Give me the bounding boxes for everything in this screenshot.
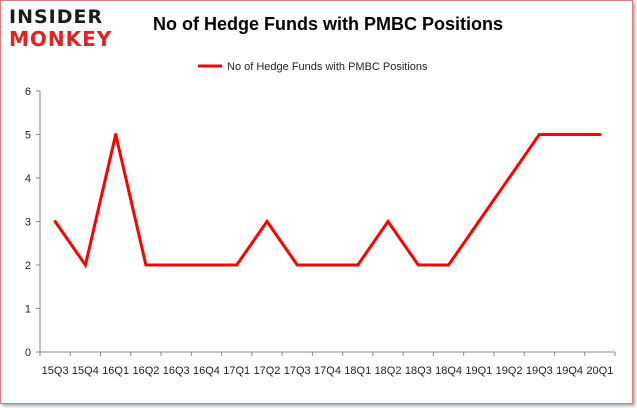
data-point xyxy=(265,220,269,223)
data-point xyxy=(83,263,87,267)
x-tick-label: 16Q3 xyxy=(163,365,190,377)
x-tick-label: 15Q3 xyxy=(42,365,69,377)
x-tick-label: 17Q2 xyxy=(254,365,281,377)
data-point xyxy=(174,263,178,267)
data-point xyxy=(356,263,360,267)
y-tick-label: 5 xyxy=(25,130,31,142)
x-tick-label: 19Q2 xyxy=(496,365,523,377)
data-point xyxy=(447,263,451,267)
x-tick-label: 18Q2 xyxy=(375,365,402,377)
x-tick-label: 19Q3 xyxy=(526,365,553,377)
x-tick-label: 17Q4 xyxy=(314,365,341,377)
y-axis-ticks: 0 1 2 3 4 5 6 xyxy=(25,86,40,359)
y-tick-label: 2 xyxy=(25,260,31,272)
x-tick-label: 17Q3 xyxy=(284,365,311,377)
insider-monkey-logo: INSIDER MONKEY xyxy=(9,6,119,56)
logo-word-insider: INSIDER xyxy=(9,6,104,28)
x-tick-label: 18Q3 xyxy=(405,365,432,377)
series-layer xyxy=(53,133,602,269)
data-point xyxy=(204,263,208,267)
axes xyxy=(39,91,615,353)
data-point xyxy=(386,220,390,223)
data-point xyxy=(416,263,420,267)
data-point xyxy=(568,133,572,136)
y-tick-label: 4 xyxy=(25,173,31,185)
data-point xyxy=(326,263,329,267)
x-tick-label: 18Q4 xyxy=(435,365,462,377)
data-point xyxy=(144,263,148,267)
chart-title: No of Hedge Funds with PMBC Positions xyxy=(153,14,503,34)
data-point xyxy=(295,263,299,267)
data-point xyxy=(114,133,118,136)
legend: No of Hedge Funds with PMBC Positions xyxy=(198,61,428,73)
data-point xyxy=(537,133,541,136)
x-tick-label: 19Q4 xyxy=(556,365,583,377)
data-point xyxy=(235,263,239,267)
x-tick-label: 18Q1 xyxy=(344,365,371,377)
data-point xyxy=(507,176,511,180)
x-tick-label: 16Q2 xyxy=(132,365,159,377)
y-tick-label: 6 xyxy=(25,86,31,98)
series-line xyxy=(53,133,600,269)
legend-label: No of Hedge Funds with PMBC Positions xyxy=(227,61,428,73)
x-tick-label: 15Q4 xyxy=(72,365,99,377)
data-point xyxy=(477,220,481,223)
x-tick-label: 17Q1 xyxy=(223,365,250,377)
x-tick-label: 16Q1 xyxy=(102,365,129,377)
x-axis-ticks: 15Q3 15Q4 16Q1 16Q2 16Q3 16Q4 17Q1 17Q2 17Q3 17Q4… xyxy=(39,352,616,377)
data-point xyxy=(598,133,602,136)
x-tick-label: 19Q1 xyxy=(465,365,492,377)
y-tick-label: 1 xyxy=(25,304,31,316)
x-tick-label: 20Q1 xyxy=(586,365,613,377)
data-point xyxy=(53,220,57,223)
y-tick-label: 0 xyxy=(25,347,31,359)
logo-word-monkey: MONKEY xyxy=(9,27,113,51)
y-tick-label: 3 xyxy=(25,217,31,229)
x-tick-label: 16Q4 xyxy=(193,365,220,377)
